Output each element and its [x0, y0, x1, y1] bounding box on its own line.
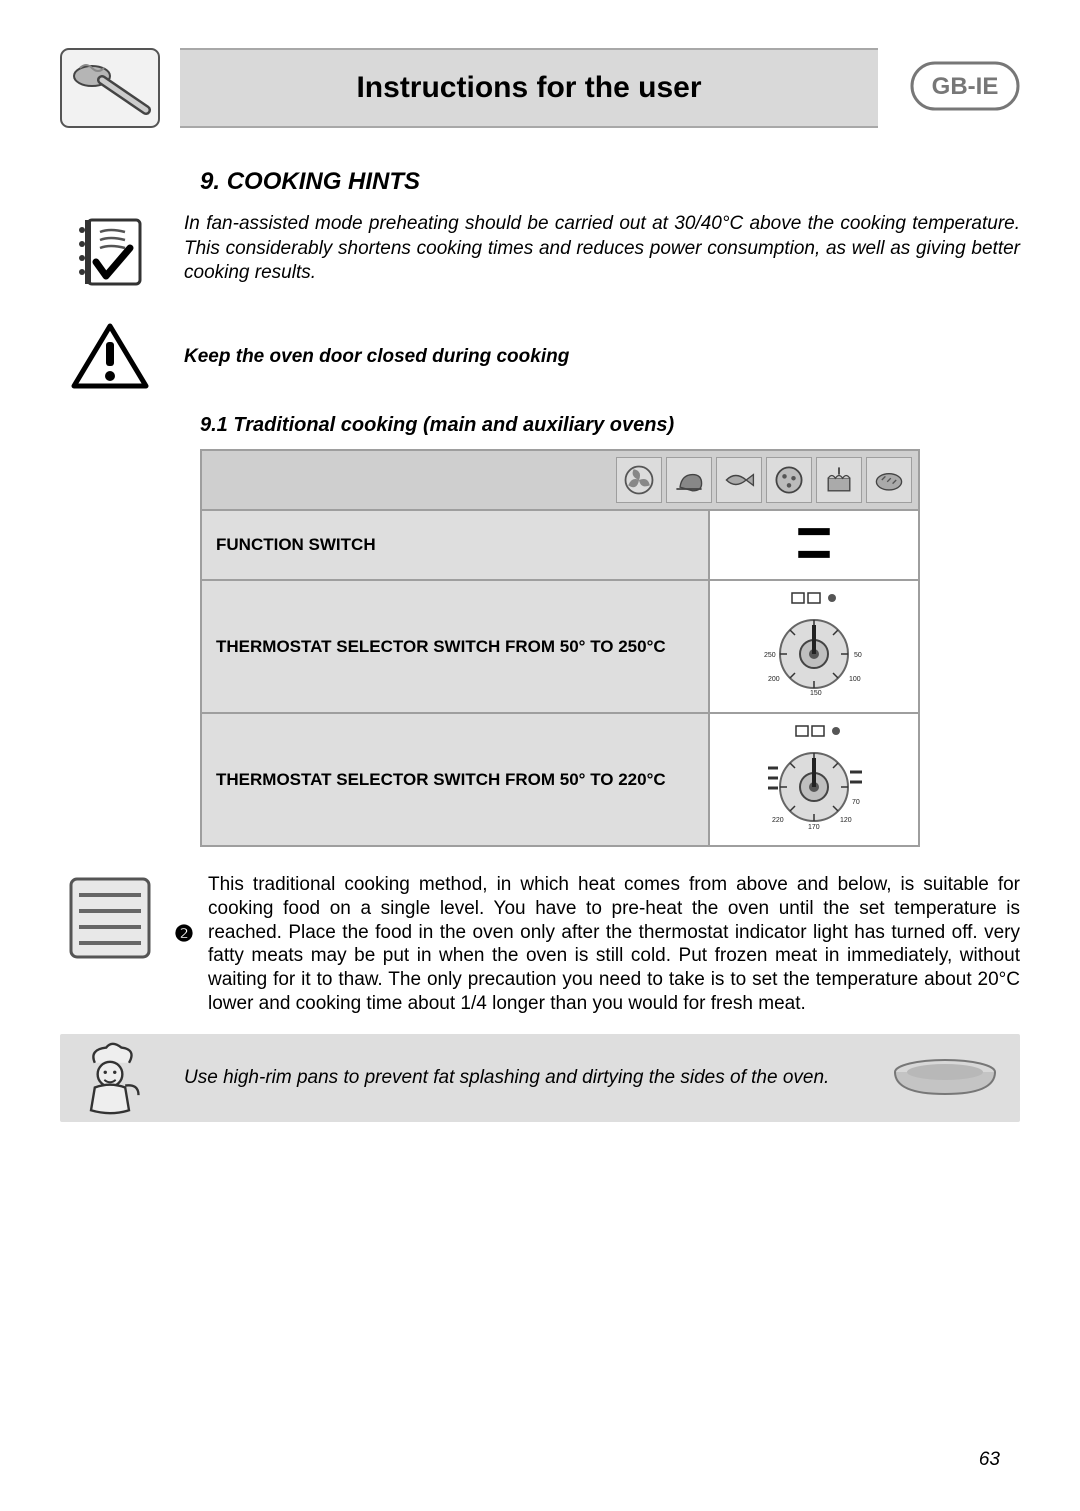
chicken-icon — [666, 457, 712, 503]
settings-table: FUNCTION SWITCH THERMOSTAT SELECTOR SWIT… — [200, 449, 920, 847]
icon-strip-cell — [201, 450, 919, 510]
title-bar: Instructions for the user — [180, 48, 878, 128]
intro-block: In fan-assisted mode preheating should b… — [60, 212, 1020, 292]
svg-text:220: 220 — [772, 817, 784, 824]
page: Instructions for the user GB-IE 9. COOKI… — [0, 0, 1080, 1511]
warning-text: Keep the oven door closed during cooking — [184, 346, 569, 368]
notebook-tick-icon — [60, 212, 160, 292]
spoon-logo-icon — [60, 48, 160, 128]
svg-text:170: 170 — [808, 824, 820, 831]
chef-icon — [60, 1040, 160, 1116]
svg-text:250: 250 — [764, 652, 776, 659]
subsection-heading: 9.1 Traditional cooking (main and auxili… — [200, 414, 1020, 437]
thermostat-250-icon: 50 100 150 200 250 — [709, 580, 919, 713]
pizza-icon — [766, 457, 812, 503]
setting-label: FUNCTION SWITCH — [201, 510, 709, 580]
section-title: COOKING HINTS — [227, 168, 420, 195]
high-rim-pan-icon — [880, 1048, 1010, 1108]
svg-text:70: 70 — [852, 799, 860, 806]
setting-label: THERMOSTAT SELECTOR SWITCH FROM 50° TO 2… — [201, 713, 709, 846]
section-heading: 9. COOKING HINTS — [200, 168, 1020, 196]
body-block: ❷ This traditional cooking method, in wh… — [60, 873, 1020, 1016]
region-code-text: GB-IE — [932, 73, 999, 100]
page-title: Instructions for the user — [356, 71, 701, 105]
fan-icon — [616, 457, 662, 503]
subsection-title: Traditional cooking (main and auxiliary … — [233, 414, 674, 436]
region-badge: GB-IE — [910, 61, 1020, 116]
function-switch-icon — [709, 510, 919, 580]
warning-block: Keep the oven door closed during cooking — [60, 322, 1020, 392]
icon-strip — [616, 457, 912, 503]
body-text: This traditional cooking method, in whic… — [208, 873, 1020, 1016]
warning-triangle-icon — [60, 322, 160, 392]
thermostat-220-icon: 70 120 170 220 — [709, 713, 919, 846]
oven-rack-icon — [60, 873, 160, 963]
page-header: Instructions for the user GB-IE — [60, 48, 1020, 128]
table-row: THERMOSTAT SELECTOR SWITCH FROM 50° TO 2… — [201, 580, 919, 713]
table-row: FUNCTION SWITCH — [201, 510, 919, 580]
level-marker: ❷ — [170, 873, 198, 947]
setting-label: THERMOSTAT SELECTOR SWITCH FROM 50° TO 2… — [201, 580, 709, 713]
tip-block: Use high-rim pans to prevent fat splashi… — [60, 1034, 1020, 1122]
subsection-number: 9.1 — [200, 414, 228, 436]
page-number: 63 — [979, 1449, 1000, 1471]
svg-text:120: 120 — [840, 817, 852, 824]
fish-icon — [716, 457, 762, 503]
svg-text:150: 150 — [810, 690, 822, 697]
section-number: 9. — [200, 168, 220, 195]
tip-text: Use high-rim pans to prevent fat splashi… — [184, 1066, 856, 1090]
table-row: THERMOSTAT SELECTOR SWITCH FROM 50° TO 2… — [201, 713, 919, 846]
svg-text:50: 50 — [854, 652, 862, 659]
intro-text: In fan-assisted mode preheating should b… — [184, 212, 1020, 286]
svg-text:100: 100 — [849, 676, 861, 683]
bread-icon — [866, 457, 912, 503]
cake-icon — [816, 457, 862, 503]
icon-strip-row — [201, 450, 919, 510]
svg-text:200: 200 — [768, 676, 780, 683]
